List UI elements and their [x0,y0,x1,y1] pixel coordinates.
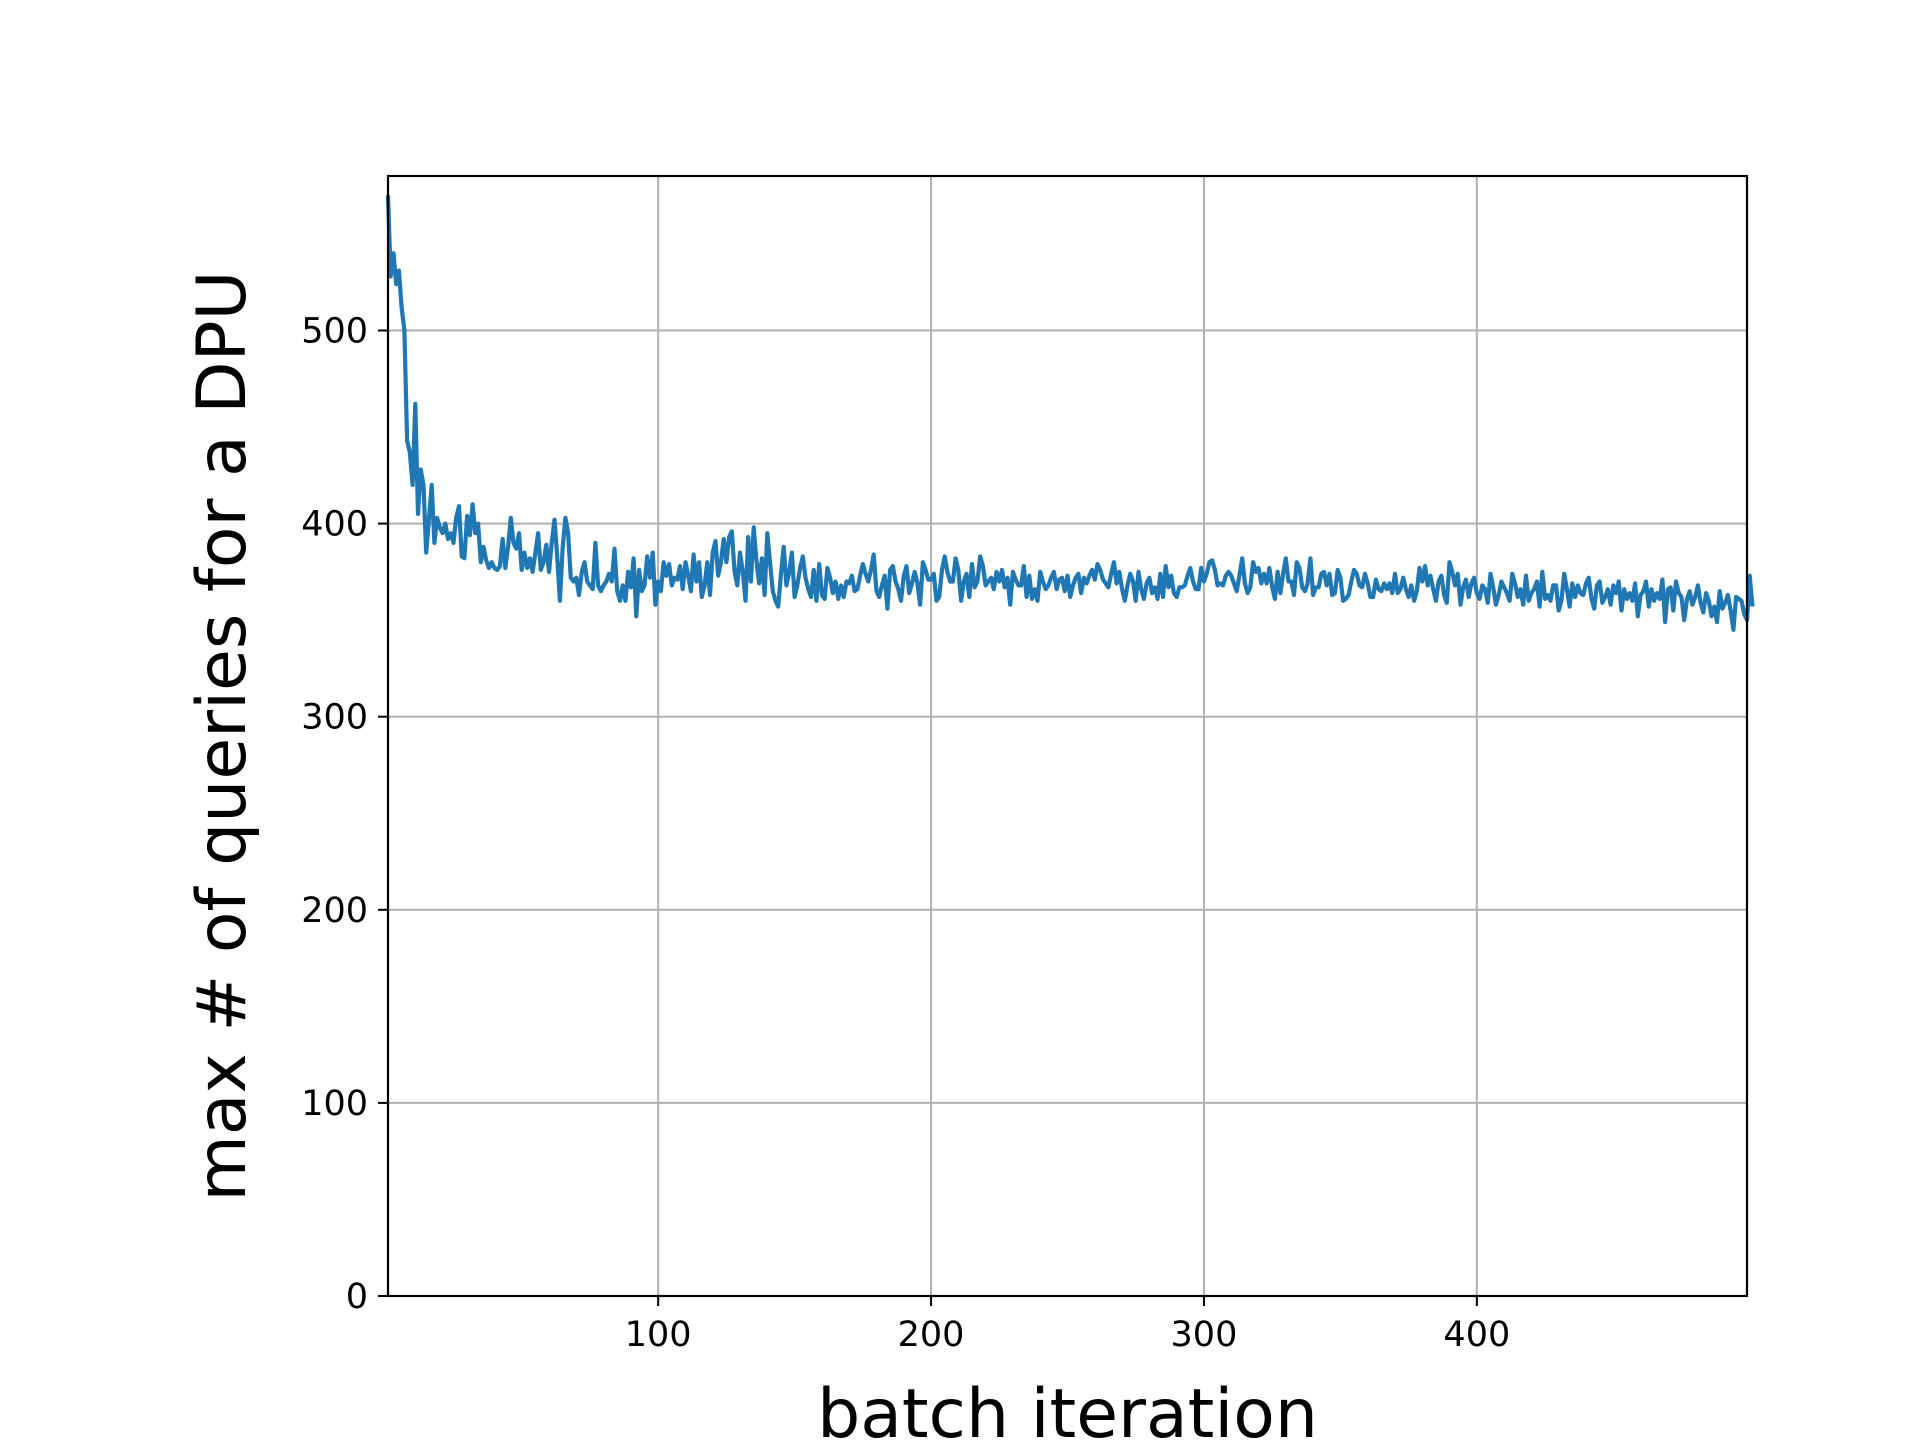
series-line [385,195,1755,632]
y-tick-label: 500 [301,311,368,351]
x-tick-label: 300 [1171,1315,1238,1355]
y-tick-label: 300 [301,698,368,738]
axis-ticks: 0 100 200 300 400 500 100 200 300 400 [301,311,1510,1355]
x-axis-label: batch iteration [817,1375,1318,1440]
plot-area [385,195,1755,632]
grid [388,176,1747,1296]
y-tick-label: 400 [301,505,368,545]
x-tick-label: 200 [898,1315,965,1355]
y-tick-label: 100 [301,1084,368,1124]
y-tick-label: 0 [346,1277,368,1317]
x-tick-label: 400 [1443,1315,1510,1355]
y-tick-label: 200 [301,891,368,931]
x-tick-label: 100 [625,1315,692,1355]
plot-frame [386,174,1749,1298]
y-axis-label: max # of queries for a DPU [183,271,262,1202]
